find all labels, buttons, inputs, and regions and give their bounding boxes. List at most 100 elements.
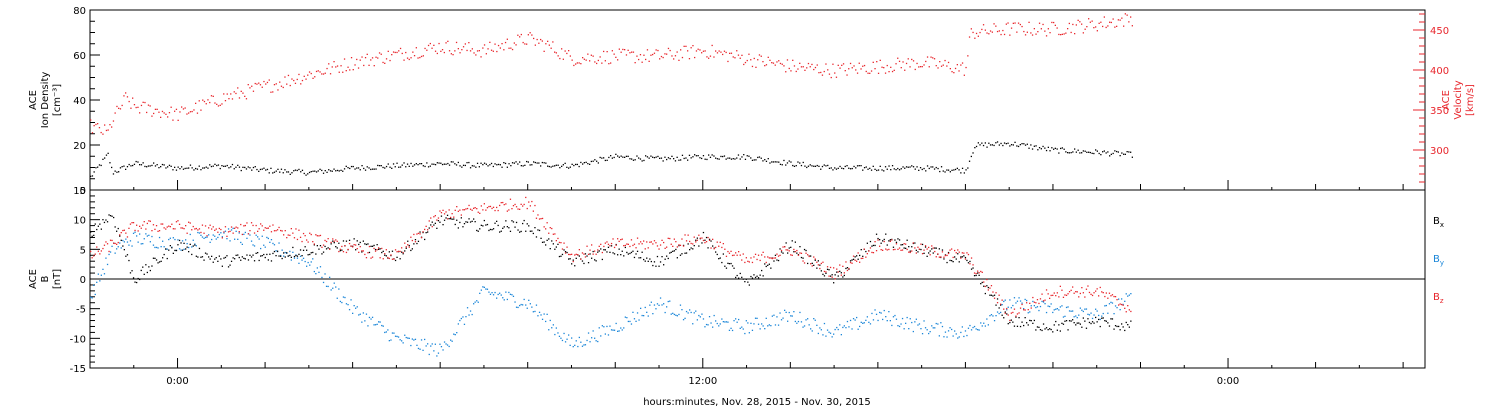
bx-point	[91, 235, 93, 237]
velocity-point	[669, 49, 671, 52]
velocity-point	[494, 43, 496, 45]
by-point	[534, 310, 536, 313]
bx-point	[385, 255, 387, 257]
ion-density-point	[802, 161, 804, 164]
by-point	[523, 298, 525, 301]
ion-density-point	[496, 164, 498, 166]
by-point	[866, 316, 868, 318]
by-point	[139, 233, 141, 235]
ion-density-point	[541, 161, 543, 164]
velocity-point	[245, 98, 248, 100]
bx-point	[840, 272, 842, 274]
bz-point	[189, 222, 191, 224]
ion-density-point	[524, 164, 526, 166]
bx-point	[834, 274, 836, 276]
velocity-point	[398, 50, 400, 52]
ion-density-point	[1123, 153, 1125, 155]
velocity-point	[352, 69, 354, 71]
velocity-point	[1042, 23, 1044, 26]
ion-density-point	[907, 166, 909, 168]
by-point	[169, 237, 171, 239]
bz-point	[181, 227, 184, 229]
ion-density-point	[359, 169, 361, 171]
by-point	[278, 242, 280, 244]
by-point	[128, 244, 130, 246]
by-point	[744, 332, 746, 335]
velocity-point	[1110, 21, 1112, 24]
bz-point	[224, 226, 227, 228]
by-point	[924, 327, 927, 329]
bz-point	[267, 227, 269, 229]
ion-density-point	[921, 168, 923, 171]
bx-point	[581, 260, 584, 262]
velocity-point	[806, 67, 808, 69]
by-point	[292, 251, 294, 253]
bx-point	[958, 261, 960, 263]
velocity-point	[659, 58, 661, 60]
by-point	[321, 276, 323, 279]
ion-density-point	[764, 159, 766, 161]
bx-point	[1018, 317, 1020, 319]
bx-point	[345, 240, 348, 242]
by-point	[735, 318, 737, 320]
bz-point	[345, 251, 348, 254]
velocity-point	[823, 70, 825, 73]
ion-density-point	[231, 163, 234, 166]
bx-point	[857, 258, 859, 260]
bz-point	[747, 260, 749, 262]
by-point	[836, 326, 838, 329]
bz-point	[918, 248, 921, 250]
ion-density-point	[720, 155, 722, 158]
bz-point	[592, 253, 594, 255]
ion-density-point	[884, 166, 887, 168]
velocity-point	[1070, 31, 1072, 34]
by-point	[1114, 305, 1117, 307]
bz-point	[914, 247, 916, 249]
bx-point	[1013, 325, 1016, 327]
by-point	[856, 316, 858, 319]
velocity-point	[247, 84, 249, 86]
by-point	[566, 338, 568, 340]
velocity-point	[331, 66, 333, 68]
bz-point	[990, 285, 993, 287]
bz-point	[679, 244, 682, 246]
bz-point	[459, 209, 461, 211]
velocity-point	[1060, 34, 1062, 36]
bx-point	[267, 259, 269, 261]
bz-point	[598, 245, 600, 247]
velocity-point	[424, 47, 426, 50]
bz-point	[1029, 302, 1031, 304]
velocity-point	[1014, 22, 1016, 24]
by-point	[774, 324, 777, 326]
ion-density-point	[1047, 146, 1049, 148]
bz-point	[852, 255, 855, 257]
by-point	[586, 339, 588, 342]
ion-density-point	[137, 161, 139, 163]
bz-point	[411, 239, 413, 242]
bx-point	[131, 270, 133, 272]
ion-density-point	[139, 164, 141, 166]
bz-point	[1009, 319, 1011, 322]
bz-point	[624, 244, 626, 247]
bz-point	[379, 257, 381, 259]
bz-point	[142, 224, 144, 226]
by-point	[759, 328, 761, 330]
bz-point	[139, 225, 141, 227]
velocity-point	[224, 100, 227, 102]
by-point	[405, 336, 407, 339]
bz-point	[450, 216, 452, 219]
ion-density-point	[578, 165, 580, 168]
velocity-point	[879, 59, 881, 61]
by-point	[439, 343, 441, 345]
bx-point	[986, 285, 988, 287]
ion-density-point	[891, 165, 894, 167]
bx-point	[186, 246, 188, 248]
bx-point	[886, 244, 888, 246]
bz-point	[420, 237, 423, 239]
velocity-point	[238, 97, 241, 99]
velocity-point	[974, 37, 976, 39]
by-point	[347, 304, 349, 306]
velocity-point	[179, 111, 181, 113]
velocity-point	[895, 63, 897, 65]
ion-density-point	[592, 160, 594, 162]
